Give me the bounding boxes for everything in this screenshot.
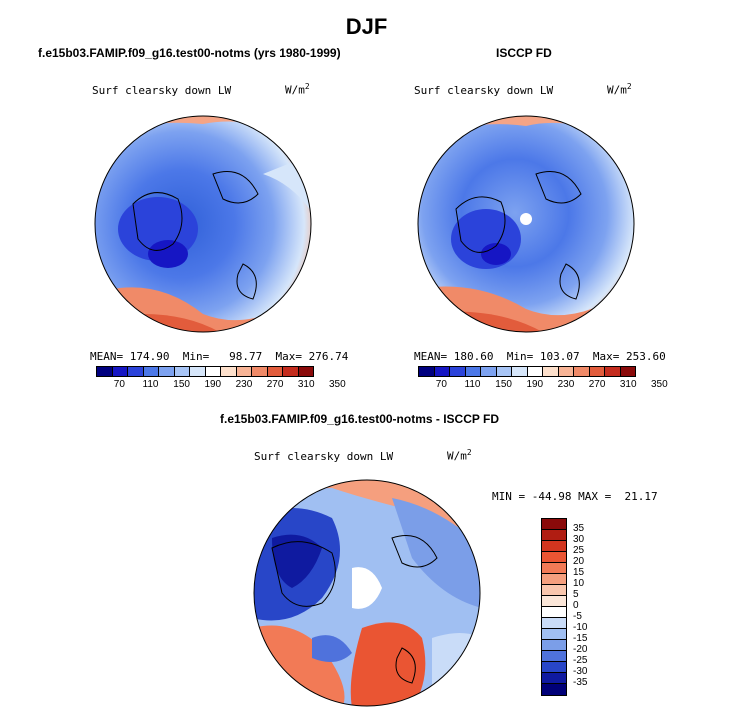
colorbar-swatch [542,607,566,618]
colorbar-swatch [542,618,566,629]
colorbar-swatch [481,367,497,376]
colorbar-swatch [298,367,313,376]
colorbar-swatch [236,367,252,376]
panel1-stats: MEAN= 174.90 Min= 98.77 Max= 276.74 [90,350,349,363]
colorbar-tick-label: 70 [435,379,447,390]
colorbar-swatch [542,541,566,552]
colorbar-swatch [252,367,268,376]
colorbar-swatch [267,367,283,376]
colorbar-swatch [128,367,144,376]
diff-variable-label: Surf clearsky down LW [254,450,394,463]
panel1-variable-label: Surf clearsky down LW [92,84,232,97]
colorbar-tick-label: 25 [573,545,585,556]
diff-polar-map [253,479,481,707]
colorbar-swatch [450,367,466,376]
panel2-polar-map [417,115,635,333]
colorbar-tick-label: 190 [204,379,222,390]
colorbar-tick-label: 350 [651,379,668,390]
colorbar-swatch [543,367,559,376]
colorbar-swatch [527,367,543,376]
colorbar-tick-label: 15 [573,567,585,578]
panel1-units: W/m2 [285,82,310,97]
colorbar-swatch [434,367,450,376]
colorbar-swatch [542,574,566,585]
panel1-colorbar [96,366,314,377]
panel1-case-title: f.e15b03.FAMIP.f09_g16.test00-notms (yrs… [38,46,341,60]
colorbar-swatch [465,367,481,376]
colorbar-tick-label: -20 [573,644,588,655]
colorbar-swatch [542,684,566,695]
colorbar-swatch [542,563,566,574]
diff-stats: MIN = -44.98 MAX = 21.17 [492,490,658,503]
colorbar-swatch [143,367,159,376]
diff-units: W/m2 [447,448,472,463]
diff-case-title: f.e15b03.FAMIP.f09_g16.test00-notms - IS… [220,412,499,426]
colorbar-tick-label: 310 [297,379,315,390]
colorbar-swatch [542,596,566,607]
colorbar-swatch [542,640,566,651]
panel2-stats: MEAN= 180.60 Min= 103.07 Max= 253.60 [414,350,666,363]
colorbar-tick-label: 310 [619,379,637,390]
colorbar-tick-label: 350 [329,379,346,390]
colorbar-swatch [112,367,128,376]
colorbar-tick-label: -30 [573,666,588,677]
colorbar-swatch [558,367,574,376]
colorbar-tick-label: -5 [573,611,582,622]
diff-colorbar [541,518,567,696]
colorbar-swatch [190,367,206,376]
colorbar-tick-label: 230 [557,379,575,390]
colorbar-swatch [496,367,512,376]
colorbar-tick-label: 110 [142,379,159,390]
colorbar-tick-label: -25 [573,655,588,666]
colorbar-tick-label: 70 [113,379,125,390]
colorbar-tick-label: 110 [464,379,481,390]
panel1-polar-map [94,115,312,333]
colorbar-tick-label: 150 [495,379,512,390]
colorbar-swatch [205,367,221,376]
colorbar-swatch [620,367,635,376]
panel2-units: W/m2 [607,82,632,97]
colorbar-tick-label: 270 [266,379,284,390]
colorbar-swatch [542,673,566,684]
colorbar-tick-label: 270 [588,379,606,390]
colorbar-swatch [97,367,113,376]
colorbar-tick-label: -15 [573,633,588,644]
colorbar-swatch [542,530,566,541]
colorbar-swatch [542,662,566,673]
colorbar-swatch [542,651,566,662]
colorbar-swatch [542,552,566,563]
figure-title: DJF [345,14,388,39]
colorbar-swatch [542,585,566,596]
colorbar-swatch [542,629,566,640]
colorbar-tick-label: 30 [573,534,585,545]
panel2-colorbar [418,366,636,377]
colorbar-swatch [605,367,621,376]
colorbar-swatch [221,367,237,376]
panel2-variable-label: Surf clearsky down LW [414,84,554,97]
colorbar-tick-label: 20 [573,556,585,567]
colorbar-tick-label: -10 [573,622,588,633]
colorbar-swatch [512,367,528,376]
colorbar-swatch [159,367,175,376]
colorbar-tick-label: 35 [573,523,585,534]
colorbar-swatch [589,367,605,376]
colorbar-tick-label: 5 [573,589,579,600]
colorbar-tick-label: 150 [173,379,190,390]
colorbar-tick-label: 230 [235,379,253,390]
panel2-case-title: ISCCP FD [496,46,552,60]
colorbar-swatch [574,367,590,376]
colorbar-tick-label: -35 [573,677,588,688]
colorbar-swatch [419,367,435,376]
colorbar-swatch [283,367,299,376]
colorbar-tick-label: 10 [573,578,585,589]
colorbar-tick-label: 190 [526,379,544,390]
colorbar-swatch [542,519,566,530]
colorbar-swatch [174,367,190,376]
colorbar-tick-label: 0 [573,600,579,611]
